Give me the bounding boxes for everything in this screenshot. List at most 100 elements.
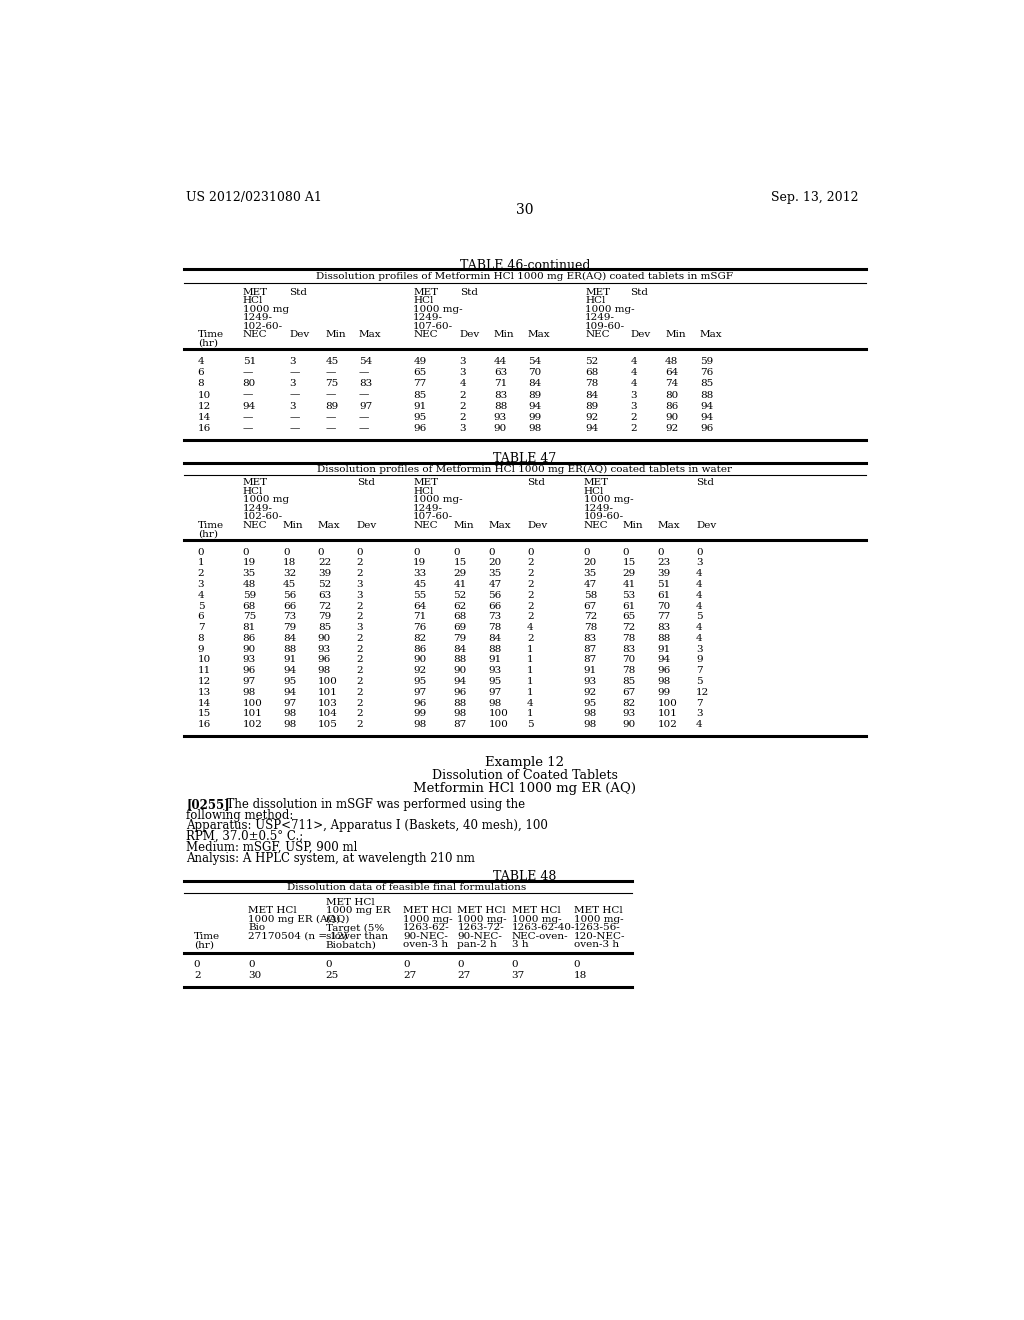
Text: 77: 77 xyxy=(657,612,671,622)
Text: NEC: NEC xyxy=(414,520,438,529)
Text: 93: 93 xyxy=(623,709,636,718)
Text: oven-3 h: oven-3 h xyxy=(403,940,449,949)
Text: 69: 69 xyxy=(454,623,467,632)
Text: 96: 96 xyxy=(657,667,671,676)
Text: 15: 15 xyxy=(454,558,467,568)
Text: 96: 96 xyxy=(700,424,713,433)
Text: Dev: Dev xyxy=(630,330,650,339)
Text: 86: 86 xyxy=(414,644,426,653)
Text: 2: 2 xyxy=(356,634,364,643)
Text: 30: 30 xyxy=(248,972,261,981)
Text: 87: 87 xyxy=(584,644,597,653)
Text: 0: 0 xyxy=(657,548,664,557)
Text: 5: 5 xyxy=(696,677,702,686)
Text: 7: 7 xyxy=(198,623,205,632)
Text: 2: 2 xyxy=(356,698,364,708)
Text: —: — xyxy=(243,391,253,400)
Text: 99: 99 xyxy=(414,709,426,718)
Text: 20: 20 xyxy=(584,558,597,568)
Text: 89: 89 xyxy=(326,401,339,411)
Text: 88: 88 xyxy=(488,644,502,653)
Text: 74: 74 xyxy=(665,379,678,388)
Text: 1000 mg: 1000 mg xyxy=(243,305,289,314)
Text: 88: 88 xyxy=(283,644,296,653)
Text: 1000 mg-: 1000 mg- xyxy=(414,305,463,314)
Text: 1263-72-: 1263-72- xyxy=(458,924,504,932)
Text: 2: 2 xyxy=(356,612,364,622)
Text: 7: 7 xyxy=(696,698,702,708)
Text: 27: 27 xyxy=(458,972,471,981)
Text: 1000 mg-: 1000 mg- xyxy=(458,915,507,924)
Text: —: — xyxy=(289,368,300,378)
Text: 2: 2 xyxy=(356,688,364,697)
Text: 0: 0 xyxy=(414,548,420,557)
Text: 35: 35 xyxy=(243,569,256,578)
Text: 48: 48 xyxy=(243,579,256,589)
Text: 95: 95 xyxy=(283,677,296,686)
Text: 1: 1 xyxy=(527,688,534,697)
Text: 3: 3 xyxy=(460,424,466,433)
Text: 83: 83 xyxy=(494,391,507,400)
Text: 3: 3 xyxy=(356,623,364,632)
Text: 101: 101 xyxy=(657,709,677,718)
Text: 2: 2 xyxy=(356,602,364,611)
Text: 1000 mg-: 1000 mg- xyxy=(403,915,453,924)
Text: 2: 2 xyxy=(460,413,466,422)
Text: —: — xyxy=(359,368,370,378)
Text: MET: MET xyxy=(243,478,268,487)
Text: 72: 72 xyxy=(584,612,597,622)
Text: Std: Std xyxy=(696,478,714,487)
Text: 16: 16 xyxy=(198,721,211,729)
Text: 0: 0 xyxy=(317,548,325,557)
Text: (hr): (hr) xyxy=(198,339,218,347)
Text: Medium: mSGF, USP, 900 ml: Medium: mSGF, USP, 900 ml xyxy=(186,841,357,854)
Text: 0: 0 xyxy=(194,961,201,969)
Text: 4: 4 xyxy=(630,358,637,366)
Text: 33: 33 xyxy=(414,569,426,578)
Text: 3: 3 xyxy=(696,644,702,653)
Text: 2: 2 xyxy=(527,612,534,622)
Text: 51: 51 xyxy=(657,579,671,589)
Text: 95: 95 xyxy=(488,677,502,686)
Text: 2: 2 xyxy=(356,667,364,676)
Text: 1249-: 1249- xyxy=(584,504,613,512)
Text: 15: 15 xyxy=(198,709,211,718)
Text: 96: 96 xyxy=(414,424,426,433)
Text: 71: 71 xyxy=(414,612,426,622)
Text: 4: 4 xyxy=(630,379,637,388)
Text: HCl: HCl xyxy=(243,487,263,496)
Text: 1263-62-40-: 1263-62-40- xyxy=(512,924,575,932)
Text: 65: 65 xyxy=(623,612,636,622)
Text: 76: 76 xyxy=(414,623,426,632)
Text: 107-60-: 107-60- xyxy=(414,322,454,330)
Text: 16: 16 xyxy=(198,424,211,433)
Text: 2: 2 xyxy=(460,391,466,400)
Text: 93: 93 xyxy=(488,667,502,676)
Text: 90-NEC-: 90-NEC- xyxy=(403,932,449,941)
Text: 98: 98 xyxy=(488,698,502,708)
Text: 93: 93 xyxy=(494,413,507,422)
Text: 41: 41 xyxy=(623,579,636,589)
Text: following method:: following method: xyxy=(186,809,294,821)
Text: 1249-: 1249- xyxy=(586,313,615,322)
Text: 1: 1 xyxy=(527,677,534,686)
Text: Min: Min xyxy=(494,330,514,339)
Text: 6: 6 xyxy=(198,368,205,378)
Text: 37: 37 xyxy=(512,972,525,981)
Text: 5: 5 xyxy=(527,721,534,729)
Text: 61: 61 xyxy=(623,602,636,611)
Text: 55: 55 xyxy=(414,591,426,599)
Text: Std: Std xyxy=(289,288,307,297)
Text: 94: 94 xyxy=(657,656,671,664)
Text: 4: 4 xyxy=(198,358,205,366)
Text: 109-60-: 109-60- xyxy=(586,322,626,330)
Text: 2: 2 xyxy=(527,569,534,578)
Text: 39: 39 xyxy=(317,569,331,578)
Text: —: — xyxy=(289,391,300,400)
Text: 56: 56 xyxy=(488,591,502,599)
Text: 4: 4 xyxy=(696,569,702,578)
Text: —: — xyxy=(359,413,370,422)
Text: 82: 82 xyxy=(623,698,636,708)
Text: 0: 0 xyxy=(696,548,702,557)
Text: 49: 49 xyxy=(414,358,426,366)
